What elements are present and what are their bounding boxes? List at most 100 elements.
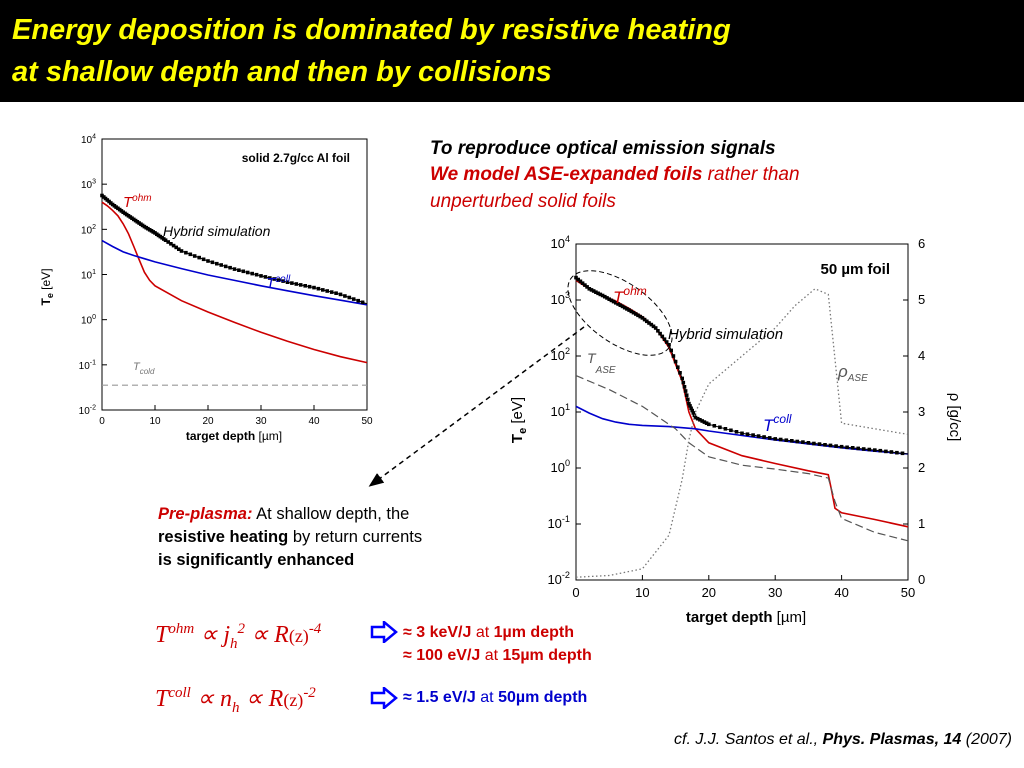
formula-ohm-R: ∝ R	[245, 622, 289, 648]
hybrid-point	[681, 380, 686, 385]
y-tick-label: 10-2	[547, 570, 570, 587]
y-right-tick-label: 4	[918, 348, 925, 363]
formula-coll-exp: -2	[303, 685, 316, 701]
hybrid-point	[351, 297, 356, 301]
hybrid-point	[861, 447, 866, 451]
rho-annotation: ρASE	[837, 362, 868, 384]
hybrid-point	[673, 359, 678, 364]
hybrid-point	[347, 295, 352, 300]
hybrid-point	[823, 443, 827, 447]
hybrid-point	[767, 436, 772, 440]
formula-ohm-j: ∝ j	[194, 622, 231, 648]
x-tick-label: 0	[572, 585, 579, 600]
series-ase-line	[575, 375, 909, 542]
preplasma-line1: Pre-plasma: At shallow depth, the	[158, 503, 409, 525]
hybrid-point	[669, 348, 673, 353]
x-tick-label: 20	[702, 585, 716, 600]
hybrid-point	[723, 427, 728, 431]
hybrid-point	[259, 274, 263, 278]
hybrid-point	[693, 415, 698, 420]
x-tick-label: 10	[149, 416, 161, 427]
result2-value: ≈ 100 eV/J	[403, 647, 481, 664]
hybrid-point	[790, 439, 794, 443]
series-coll-line	[101, 239, 368, 306]
hybrid-point	[281, 279, 285, 283]
hybrid-point	[873, 448, 877, 452]
hybrid-point	[801, 440, 805, 444]
hybrid-point	[607, 297, 611, 301]
y-tick-label: 10-1	[79, 359, 96, 372]
result3-value: ≈ 1.5 eV/J	[403, 689, 476, 706]
formula-coll-z: (z)	[283, 690, 304, 710]
hybrid-point	[179, 249, 184, 253]
slide-title-line2: at shallow depth and then by collisions	[12, 56, 552, 88]
result3-at: at	[475, 689, 499, 706]
hybrid-point	[695, 416, 700, 421]
hybrid-point	[600, 293, 605, 298]
hybrid-point	[729, 428, 733, 433]
preplasma-text1: At shallow depth, the	[252, 505, 410, 523]
hybrid-point	[192, 254, 197, 258]
hybrid-point	[704, 421, 709, 425]
preplasma-label: Pre-plasma:	[158, 505, 253, 523]
hybrid-point	[237, 268, 241, 272]
solid-foil-chart: solid 2.7g/cc Al foil 0 10 20 30 40 50 10-2 10…	[39, 134, 373, 444]
x-tick-label: 50	[361, 416, 373, 427]
y-tick-label: 100	[81, 314, 96, 327]
hybrid-point	[845, 445, 849, 450]
hybrid-point	[817, 442, 822, 446]
hybrid-point	[622, 305, 627, 310]
chart-title: solid 2.7g/cc Al foil	[242, 151, 350, 165]
hybrid-point	[334, 291, 338, 295]
result-ohm-1: ≈ 3 keV/J at 1µm depth	[403, 624, 574, 642]
series-rho-line	[575, 288, 909, 578]
hybrid-point	[329, 290, 334, 294]
hybrid-point	[307, 284, 312, 289]
hybrid-point	[609, 298, 614, 303]
hybrid-point	[658, 331, 662, 336]
y-tick-label: 10-2	[79, 405, 96, 418]
hybrid-point	[671, 354, 676, 358]
hybrid-point	[773, 437, 777, 441]
slide-title-line1: Energy deposition is dominated by resist…	[12, 14, 731, 46]
y-axis-label: Te [eV]	[509, 397, 529, 443]
hybrid-point	[228, 265, 232, 270]
hybrid-point	[589, 288, 594, 292]
intro-line3: unperturbed solid foils	[430, 191, 616, 212]
formula-coll-sub: h	[232, 699, 240, 716]
hybrid-point	[667, 343, 671, 347]
y-right-tick-label: 3	[918, 404, 925, 419]
hybrid-point	[188, 252, 193, 257]
y-tick-label: 101	[81, 269, 96, 282]
hybrid-point	[686, 397, 690, 402]
intro-line2: We model ASE-expanded foils rather than	[430, 164, 800, 186]
hybrid-point	[574, 275, 578, 280]
preplasma-line3: is significantly enhanced	[158, 551, 355, 569]
cite-authors: cf. J.J. Santos et al.,	[674, 731, 823, 748]
hybrid-point	[603, 294, 607, 299]
x-tick-label: 40	[308, 416, 320, 427]
hybrid-point	[707, 422, 711, 427]
hybrid-point	[734, 430, 739, 434]
coll-annotation: Tcoll	[266, 274, 291, 292]
hybrid-point	[689, 406, 693, 411]
hybrid-point	[684, 393, 689, 397]
hybrid-point	[298, 283, 303, 287]
hybrid-point	[660, 334, 665, 339]
x-tick-label: 10	[635, 585, 649, 600]
hybrid-annotation: Hybrid simulation	[163, 223, 271, 239]
result2-at: at	[480, 647, 503, 664]
y-tick-label: 101	[550, 402, 570, 419]
hybrid-point	[596, 291, 600, 296]
formula-coll-T: T	[155, 686, 169, 712]
x-tick-label: 40	[834, 585, 848, 600]
x-tick-label: 30	[255, 416, 267, 427]
hybrid-point	[620, 304, 625, 309]
hybrid-point	[688, 404, 692, 408]
hybrid-point	[166, 240, 170, 244]
hybrid-point	[642, 317, 647, 322]
hybrid-point	[174, 245, 178, 250]
x-tick-label: 30	[768, 585, 782, 600]
y-tick-label: 104	[81, 134, 96, 147]
hybrid-point	[784, 438, 789, 442]
